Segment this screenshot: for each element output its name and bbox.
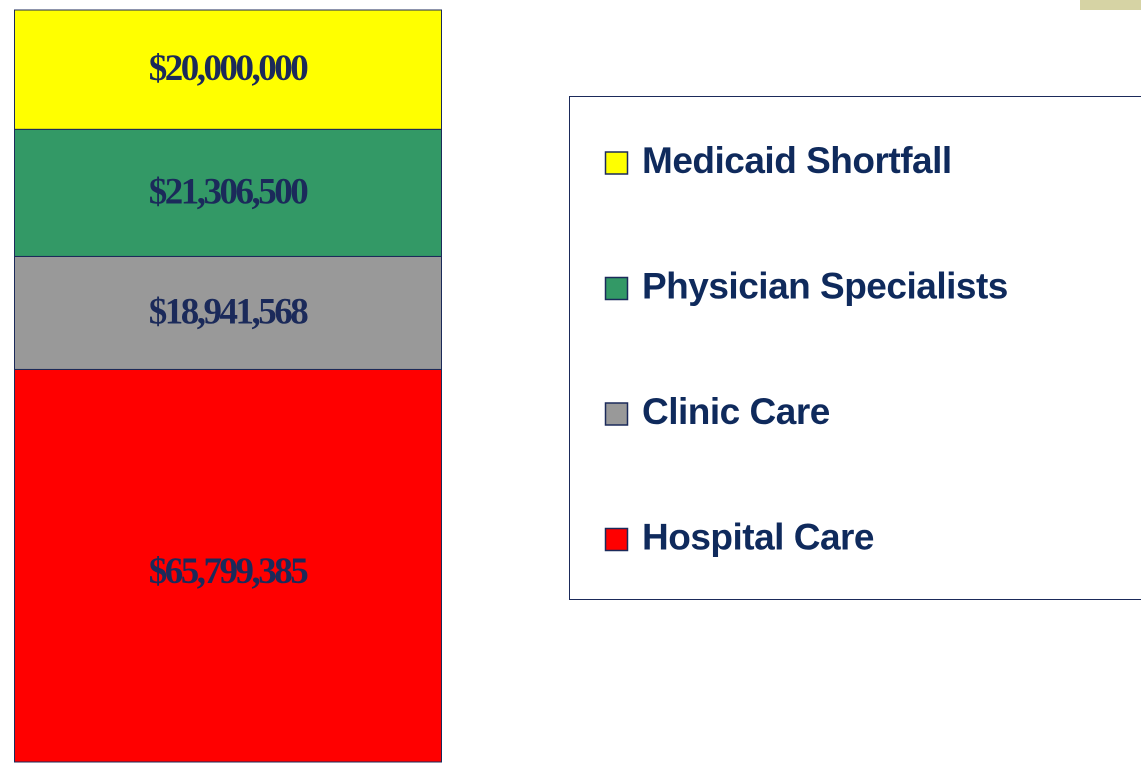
bar-segment: [14, 128, 442, 257]
legend-label: Hospital Care: [642, 516, 874, 557]
legend-swatch: [604, 527, 629, 552]
legend-box: [569, 96, 1141, 600]
legend-label: Medicaid Shortfall: [642, 140, 952, 181]
legend-swatch: [604, 402, 629, 426]
corner-decoration: [1080, 0, 1141, 10]
bar-segment: [14, 9, 442, 130]
legend-label: Clinic Care: [642, 391, 830, 432]
legend-swatch: [604, 151, 629, 175]
value-label: $20,000,000: [149, 48, 309, 89]
bar-segment: [14, 368, 442, 763]
value-label: $21,306,500: [149, 171, 309, 212]
value-label: $18,941,568: [149, 291, 309, 332]
bar-segment: [14, 255, 442, 370]
legend-label: Physician Specialists: [642, 265, 1008, 306]
value-label: $65,799,385: [149, 551, 309, 592]
legend-swatch: [604, 276, 629, 301]
